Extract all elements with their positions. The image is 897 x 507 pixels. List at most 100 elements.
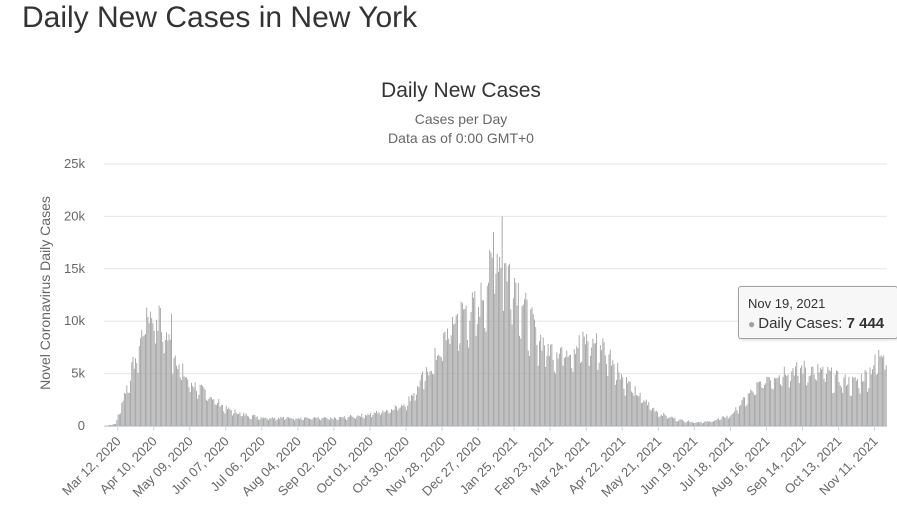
daily-cases-bar[interactable] [125, 394, 127, 426]
daily-cases-bar[interactable] [393, 409, 395, 426]
daily-cases-bar[interactable] [867, 391, 868, 426]
daily-cases-bar[interactable] [710, 422, 712, 426]
daily-cases-bar[interactable] [576, 346, 578, 426]
daily-cases-bar[interactable] [870, 374, 872, 426]
daily-cases-bar[interactable] [248, 416, 250, 426]
daily-cases-bar[interactable] [214, 404, 216, 426]
daily-cases-bar[interactable] [654, 411, 656, 426]
daily-cases-bar[interactable] [505, 263, 507, 426]
daily-cases-bar[interactable] [701, 423, 703, 426]
daily-cases-bar[interactable] [250, 419, 252, 426]
daily-cases-bar[interactable] [227, 409, 228, 426]
daily-cases-bar[interactable] [777, 377, 779, 426]
daily-cases-bar[interactable] [239, 412, 241, 426]
daily-cases-bar[interactable] [229, 409, 231, 426]
daily-cases-bar[interactable] [879, 356, 881, 426]
daily-cases-bar[interactable] [401, 405, 402, 426]
daily-cases-bar[interactable] [166, 332, 168, 426]
daily-cases-bar[interactable] [819, 367, 821, 426]
daily-cases-bar[interactable] [311, 419, 313, 426]
daily-cases-bar[interactable] [352, 417, 354, 426]
daily-cases-bar[interactable] [366, 415, 368, 426]
daily-cases-bar[interactable] [775, 378, 777, 426]
daily-cases-bar[interactable] [731, 414, 733, 426]
daily-cases-bar[interactable] [394, 405, 396, 426]
daily-cases-bar[interactable] [858, 388, 860, 426]
daily-cases-bar[interactable] [611, 365, 612, 426]
daily-cases-bar[interactable] [763, 384, 765, 426]
daily-cases-bar[interactable] [333, 417, 335, 426]
daily-cases-bar[interactable] [358, 415, 360, 426]
daily-cases-bar[interactable] [223, 411, 225, 426]
daily-cases-bar[interactable] [534, 319, 535, 426]
daily-cases-bar[interactable] [507, 265, 509, 426]
daily-cases-bar[interactable] [808, 376, 810, 426]
daily-cases-bar[interactable] [715, 419, 717, 426]
daily-cases-bar[interactable] [278, 417, 279, 426]
daily-cases-bar[interactable] [200, 384, 202, 426]
daily-cases-bar[interactable] [295, 418, 297, 426]
daily-cases-bar[interactable] [618, 372, 620, 426]
daily-cases-bar[interactable] [601, 350, 603, 426]
daily-cases-bar[interactable] [351, 415, 353, 426]
daily-cases-bar[interactable] [560, 347, 562, 426]
daily-cases-bar[interactable] [490, 252, 492, 426]
daily-cases-bar[interactable] [348, 416, 350, 426]
daily-cases-bar[interactable] [353, 417, 355, 426]
daily-cases-bar[interactable] [471, 292, 473, 426]
daily-cases-bar[interactable] [812, 366, 814, 426]
daily-cases-bar[interactable] [633, 395, 635, 426]
daily-cases-bar[interactable] [517, 283, 519, 426]
daily-cases-bar[interactable] [186, 377, 187, 426]
daily-cases-bar[interactable] [243, 412, 245, 426]
daily-cases-bar[interactable] [149, 311, 151, 426]
daily-cases-bar[interactable] [740, 404, 742, 426]
daily-cases-bar[interactable] [409, 401, 411, 426]
daily-cases-bar[interactable] [782, 376, 784, 426]
daily-cases-bar[interactable] [203, 387, 205, 426]
daily-cases-bar[interactable] [854, 377, 856, 426]
daily-cases-bar[interactable] [136, 362, 138, 426]
daily-cases-bar[interactable] [342, 417, 344, 426]
daily-cases-bar[interactable] [157, 330, 159, 426]
daily-cases-bar[interactable] [174, 355, 176, 426]
daily-cases-bar[interactable] [653, 407, 655, 426]
daily-cases-bar[interactable] [824, 381, 826, 426]
daily-cases-bar[interactable] [173, 357, 175, 426]
daily-cases-bar[interactable] [626, 376, 627, 426]
daily-cases-bar[interactable] [573, 349, 575, 426]
daily-cases-bar[interactable] [532, 314, 534, 426]
daily-cases-bar[interactable] [176, 365, 177, 426]
daily-cases-bar[interactable] [798, 383, 800, 426]
daily-cases-bar[interactable] [259, 419, 261, 426]
daily-cases-bar[interactable] [754, 395, 755, 426]
daily-cases-bar[interactable] [540, 334, 542, 426]
daily-cases-bar[interactable] [542, 337, 544, 426]
daily-cases-bar[interactable] [703, 422, 704, 426]
daily-cases-bar[interactable] [811, 366, 813, 426]
daily-cases-bar[interactable] [562, 365, 564, 426]
daily-cases-bar[interactable] [571, 368, 573, 426]
daily-cases-bar[interactable] [749, 393, 750, 426]
daily-cases-bar[interactable] [110, 425, 112, 426]
daily-cases-bar[interactable] [862, 381, 864, 426]
daily-cases-bar[interactable] [183, 376, 185, 426]
daily-cases-bar[interactable] [709, 421, 711, 426]
daily-cases-bar[interactable] [716, 419, 718, 426]
daily-cases-bar[interactable] [853, 377, 855, 426]
daily-cases-bar[interactable] [855, 380, 857, 426]
daily-cases-bar[interactable] [531, 307, 533, 426]
daily-cases-bar[interactable] [814, 379, 816, 426]
daily-cases-bar[interactable] [213, 399, 215, 426]
daily-cases-bar[interactable] [780, 384, 781, 426]
daily-cases-bar[interactable] [608, 354, 610, 426]
daily-cases-bar[interactable] [612, 360, 614, 426]
daily-cases-bar[interactable] [374, 413, 376, 426]
daily-cases-bar[interactable] [301, 419, 303, 426]
daily-cases-bar[interactable] [640, 402, 642, 426]
daily-cases-bar[interactable] [138, 346, 140, 426]
daily-cases-bar[interactable] [412, 395, 414, 426]
daily-cases-bar[interactable] [148, 323, 150, 426]
daily-cases-bar[interactable] [212, 399, 214, 426]
